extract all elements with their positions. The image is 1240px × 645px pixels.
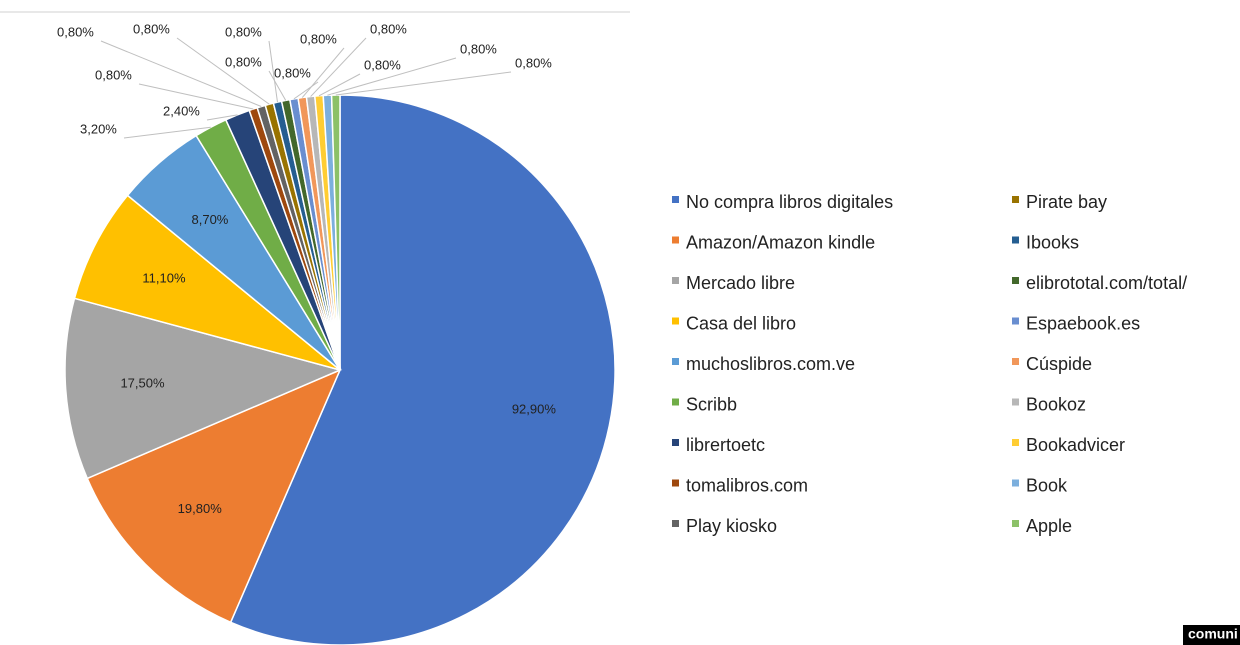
pie: 92,90% 19,80% 17,50% 11,10% 8,70% 3,20% 2,40% 0…	[57, 21, 616, 645]
pie-slice	[229, 94, 616, 645]
leader-line	[100, 40, 262, 107]
legend-swatch	[1012, 439, 1019, 446]
leader-line	[123, 126, 211, 139]
legend-swatch	[1012, 479, 1019, 487]
legend-label: Book	[1026, 475, 1068, 495]
leader-line	[138, 83, 254, 110]
pie-slice	[86, 368, 342, 624]
legend-label: Scribb	[686, 394, 737, 414]
value-label: 0,80%	[274, 65, 311, 80]
legend-swatch	[672, 317, 679, 325]
legend-label: tomalibros.com	[686, 475, 808, 495]
watermark-box	[1183, 625, 1240, 645]
value-label: 0,80%	[515, 55, 552, 70]
legend-swatch	[672, 520, 679, 527]
value-label: 0,80%	[225, 54, 262, 69]
leader-line	[176, 37, 270, 105]
legend-swatch	[1012, 317, 1019, 325]
legend-label: Apple	[1026, 516, 1072, 536]
legend-swatch	[1012, 398, 1019, 406]
legend-label: Mercado libre	[686, 273, 795, 293]
legend-swatch	[672, 439, 679, 446]
legend-swatch	[1012, 520, 1019, 527]
watermark: comuni	[1188, 626, 1238, 642]
legend-swatch	[1012, 196, 1019, 203]
value-label: 0,80%	[300, 31, 337, 46]
legend-label: Espaebook.es	[1026, 313, 1140, 333]
value-label: 3,20%	[80, 121, 117, 136]
legend-label: Play kiosko	[686, 516, 777, 536]
leader-line	[268, 70, 287, 101]
leader-line	[310, 37, 367, 97]
value-label: 0,80%	[57, 24, 94, 39]
pie-slice	[330, 94, 341, 371]
value-label: 0,80%	[364, 57, 401, 72]
legend-label: Amazon/Amazon kindle	[686, 232, 875, 252]
legend-label: No compra libros digitales	[686, 192, 893, 212]
pie-slice	[64, 297, 343, 480]
legend-label: Cúspide	[1026, 354, 1092, 374]
legend-swatch	[672, 196, 679, 203]
leader-line	[327, 57, 457, 96]
legend-label: Bookadvicer	[1026, 435, 1125, 455]
value-label: 0,80%	[370, 21, 407, 36]
value-label: 0,80%	[133, 21, 170, 36]
legend-label: Pirate bay	[1026, 192, 1107, 212]
legend-swatch	[1012, 358, 1019, 365]
value-label: 11,10%	[142, 271, 186, 286]
legend-label: elibrototal.com/total/	[1026, 273, 1187, 293]
legend-label: Casa del libro	[686, 313, 796, 333]
legend-swatch	[672, 277, 679, 284]
pie-slice	[73, 194, 341, 371]
value-label: 19,80%	[178, 501, 223, 516]
value-label: 92,90%	[512, 402, 557, 417]
legend-swatch	[672, 236, 679, 244]
value-label: 0,80%	[460, 41, 497, 56]
value-label: 0,80%	[225, 24, 262, 39]
legend-label: muchoslibros.com.ve	[686, 354, 855, 374]
leader-line	[206, 114, 238, 121]
leader-line	[301, 47, 345, 98]
leader-line	[335, 71, 512, 96]
legend-swatch	[1012, 277, 1019, 284]
legend-label: Ibooks	[1026, 232, 1079, 252]
value-label: 8,70%	[192, 212, 229, 227]
legend-swatch	[672, 479, 679, 487]
legend-label: Bookoz	[1026, 394, 1086, 414]
leader-line	[318, 73, 361, 97]
legend: No compra libros digitales Amazon/Amazon …	[672, 192, 1187, 536]
value-label: 2,40%	[163, 103, 200, 118]
leader-line	[268, 40, 278, 103]
value-label: 17,50%	[120, 375, 165, 390]
value-label: 0,80%	[95, 67, 132, 82]
legend-swatch	[1012, 236, 1019, 244]
legend-swatch	[672, 358, 679, 365]
legend-swatch	[672, 398, 679, 406]
legend-label: librertoetc	[686, 435, 765, 455]
leader-line	[293, 81, 319, 100]
